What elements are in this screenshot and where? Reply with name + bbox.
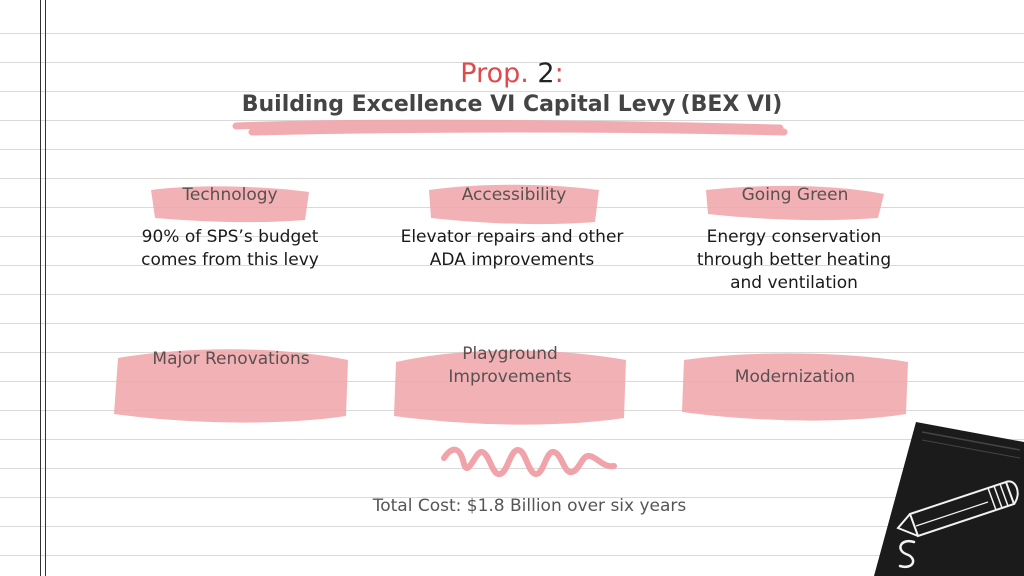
title-underline-swash xyxy=(232,119,788,136)
project-playground-improvements: Playground Improvements xyxy=(388,340,632,428)
project-label: Modernization xyxy=(676,366,914,389)
squiggle-decoration xyxy=(441,446,617,478)
description-line: Elevator repairs and other xyxy=(400,227,624,247)
highlight-swash xyxy=(429,184,599,225)
project-label-line: Modernization xyxy=(734,367,856,387)
category-description: Energy conservation through better heati… xyxy=(660,226,928,295)
description-line: and ventilation xyxy=(730,273,858,293)
pencil-icon xyxy=(896,480,1019,538)
highlight-swash xyxy=(706,185,884,221)
category-technology: Technology xyxy=(145,178,315,228)
category-label: Technology xyxy=(182,185,278,205)
scribble-mark xyxy=(898,539,916,569)
margin-line-right xyxy=(45,0,46,576)
highlight-swash xyxy=(394,350,626,425)
project-modernization: Modernization xyxy=(676,346,914,426)
category-accessibility: Accessibility xyxy=(425,178,603,228)
project-label: Major Renovations xyxy=(108,348,354,371)
margin-line-left xyxy=(40,0,41,576)
project-label-line: Improvements xyxy=(448,367,572,387)
prop-suffix: : xyxy=(554,58,564,89)
description-line: Energy conservation xyxy=(706,227,882,247)
proposition-heading: Prop. 2: xyxy=(0,58,1024,89)
category-label: Accessibility xyxy=(461,185,567,205)
description-line: comes from this levy xyxy=(141,250,319,270)
description-line: ADA improvements xyxy=(429,250,595,270)
highlight-swash xyxy=(151,186,309,223)
levy-title: Building Excellence VI Capital Levy (BEX… xyxy=(0,92,1024,117)
project-label-line: Playground xyxy=(462,344,558,364)
levy-name: Building Excellence VI Capital Levy xyxy=(241,92,676,117)
prop-number: 2 xyxy=(537,58,555,89)
notebook-icon xyxy=(874,422,1024,576)
category-description: Elevator repairs and other ADA improveme… xyxy=(372,226,652,272)
highlight-swash xyxy=(114,349,348,423)
project-label-line: Major Renovations xyxy=(152,349,310,369)
total-cost: Total Cost: $1.8 Billion over six years xyxy=(372,496,687,516)
prop-prefix: Prop. xyxy=(460,58,529,89)
description-line: through better heating xyxy=(696,250,892,270)
category-going-green: Going Green xyxy=(702,178,888,226)
category-description: 90% of SPS’s budget comes from this levy xyxy=(100,226,360,272)
project-major-renovations: Major Renovations xyxy=(108,336,354,428)
category-label: Going Green xyxy=(741,185,849,205)
levy-abbreviation: (BEX VI) xyxy=(680,92,783,117)
project-label: Playground Improvements xyxy=(388,343,632,389)
highlight-swash xyxy=(682,353,908,421)
description-line: 90% of SPS’s budget xyxy=(141,227,319,247)
